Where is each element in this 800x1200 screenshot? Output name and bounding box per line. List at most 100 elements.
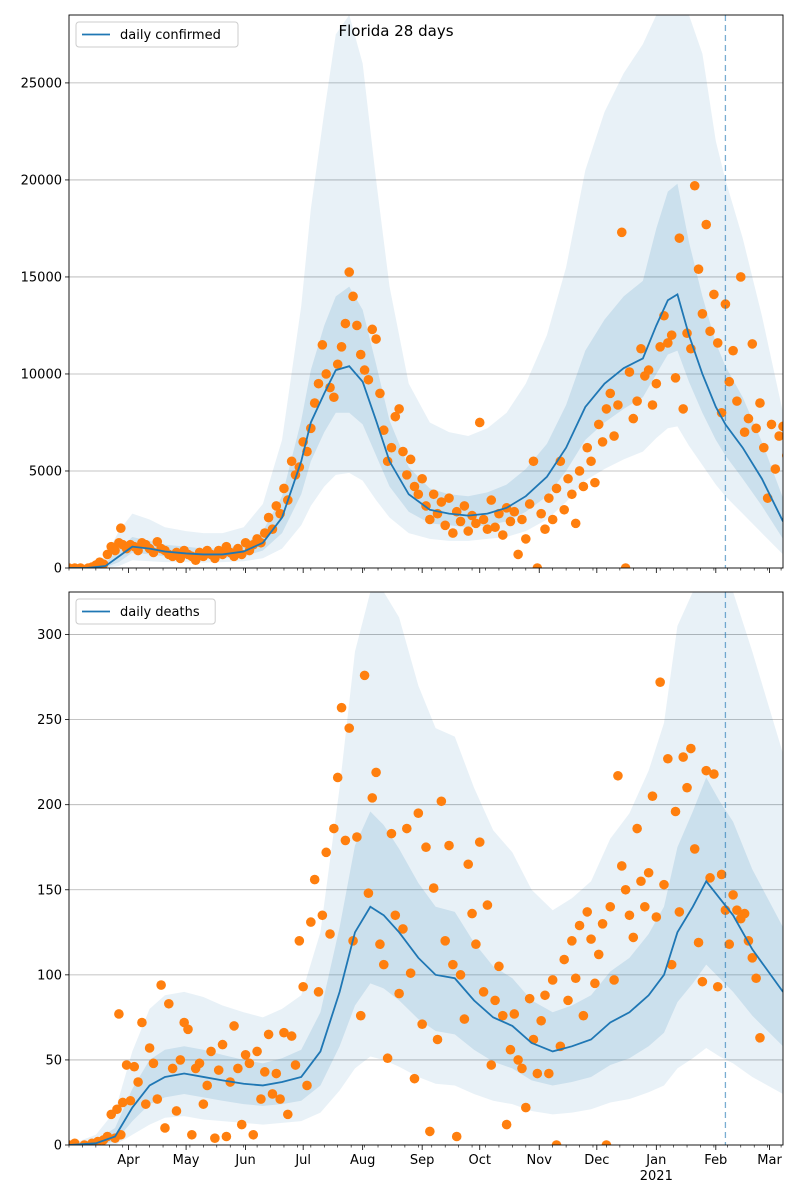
observed-point	[505, 516, 516, 527]
observed-point	[425, 514, 435, 525]
observed-point	[716, 407, 727, 418]
observed-point	[359, 365, 370, 375]
observed-point	[739, 908, 750, 919]
x-tick-label: Jan	[645, 1153, 666, 1168]
observed-point	[340, 318, 351, 329]
observed-point	[425, 1126, 435, 1137]
observed-point	[490, 995, 500, 1006]
observed-point	[367, 793, 378, 803]
observed-point	[359, 670, 370, 681]
observed-point	[336, 702, 347, 713]
y-tick-label: 15000	[21, 270, 62, 285]
observed-point	[436, 497, 447, 507]
observed-point	[432, 1034, 443, 1045]
observed-point	[582, 442, 593, 453]
observed-point	[628, 413, 639, 424]
observed-point	[697, 309, 708, 319]
observed-point	[643, 365, 654, 375]
y-tick-label: 50	[45, 1053, 62, 1068]
observed-point	[770, 464, 781, 474]
observed-point	[751, 423, 761, 434]
observed-point	[705, 326, 715, 337]
observed-point	[275, 1094, 285, 1104]
observed-point	[459, 501, 470, 511]
observed-point	[643, 867, 654, 878]
y-tick-label: 0	[54, 562, 62, 577]
observed-point	[164, 998, 174, 1009]
observed-point	[448, 959, 458, 970]
observed-point	[344, 723, 355, 733]
observed-point	[759, 442, 769, 453]
observed-point	[724, 376, 735, 387]
observed-point	[701, 219, 712, 230]
observed-point	[532, 1068, 543, 1079]
observed-point	[689, 180, 700, 191]
observed-point	[720, 299, 731, 309]
observed-point	[382, 1053, 393, 1064]
observed-point	[375, 388, 385, 399]
observed-point	[601, 1140, 612, 1145]
observed-point	[586, 456, 596, 467]
observed-point	[175, 1055, 186, 1065]
observed-point	[586, 934, 596, 944]
observed-point	[663, 753, 673, 764]
legend: daily deaths	[75, 598, 216, 625]
observed-point	[279, 1027, 289, 1038]
observed-point	[647, 791, 658, 801]
legend: daily confirmed	[75, 21, 239, 48]
observed-point	[467, 908, 477, 919]
observed-point	[747, 953, 758, 963]
observed-point	[544, 1068, 554, 1079]
observed-point	[521, 1102, 531, 1113]
observed-point	[355, 1010, 366, 1021]
observed-point	[663, 338, 673, 348]
observed-point	[298, 981, 308, 992]
observed-point	[724, 939, 735, 950]
observed-point	[532, 563, 543, 568]
observed-point	[620, 884, 631, 895]
observed-point	[778, 421, 783, 432]
observed-point	[743, 413, 754, 424]
observed-point	[482, 524, 493, 534]
x-tick-label: Mar	[757, 1153, 782, 1168]
x-tick-label: Feb	[704, 1153, 727, 1168]
observed-point	[782, 452, 783, 459]
observed-point	[75, 563, 86, 568]
observed-point	[309, 874, 320, 885]
observed-point	[336, 342, 347, 352]
observed-point	[405, 968, 416, 978]
observed-point	[448, 528, 458, 538]
observed-point	[210, 1133, 220, 1143]
observed-point	[689, 844, 700, 854]
observed-point	[294, 936, 305, 946]
observed-point	[202, 1080, 212, 1091]
axes-frame	[68, 591, 784, 1146]
observed-point	[340, 835, 351, 846]
observed-point	[167, 1063, 178, 1074]
x-tick-label: Jul	[294, 1153, 311, 1168]
observed-point	[536, 508, 546, 519]
observed-point	[428, 489, 439, 500]
observed-point	[674, 233, 685, 243]
observed-point	[69, 1138, 80, 1145]
observed-point	[674, 907, 685, 917]
observed-point	[248, 1129, 259, 1140]
observed-point	[221, 1131, 232, 1142]
observed-point	[148, 1058, 159, 1069]
observed-point	[755, 398, 765, 408]
observed-point	[455, 970, 466, 980]
observed-point	[240, 537, 251, 548]
y-tick-label: 10000	[21, 367, 62, 382]
observed-point	[317, 910, 328, 921]
observed-point	[175, 553, 186, 564]
observed-point	[735, 272, 746, 282]
observed-point	[321, 847, 331, 858]
y-tick-label: 200	[37, 798, 62, 813]
observed-point	[313, 378, 324, 389]
observed-point	[505, 1044, 516, 1055]
observed-point	[116, 523, 126, 534]
observed-point	[686, 743, 696, 754]
observed-point	[286, 1031, 297, 1041]
observed-point	[482, 900, 493, 910]
observed-point	[624, 367, 635, 377]
